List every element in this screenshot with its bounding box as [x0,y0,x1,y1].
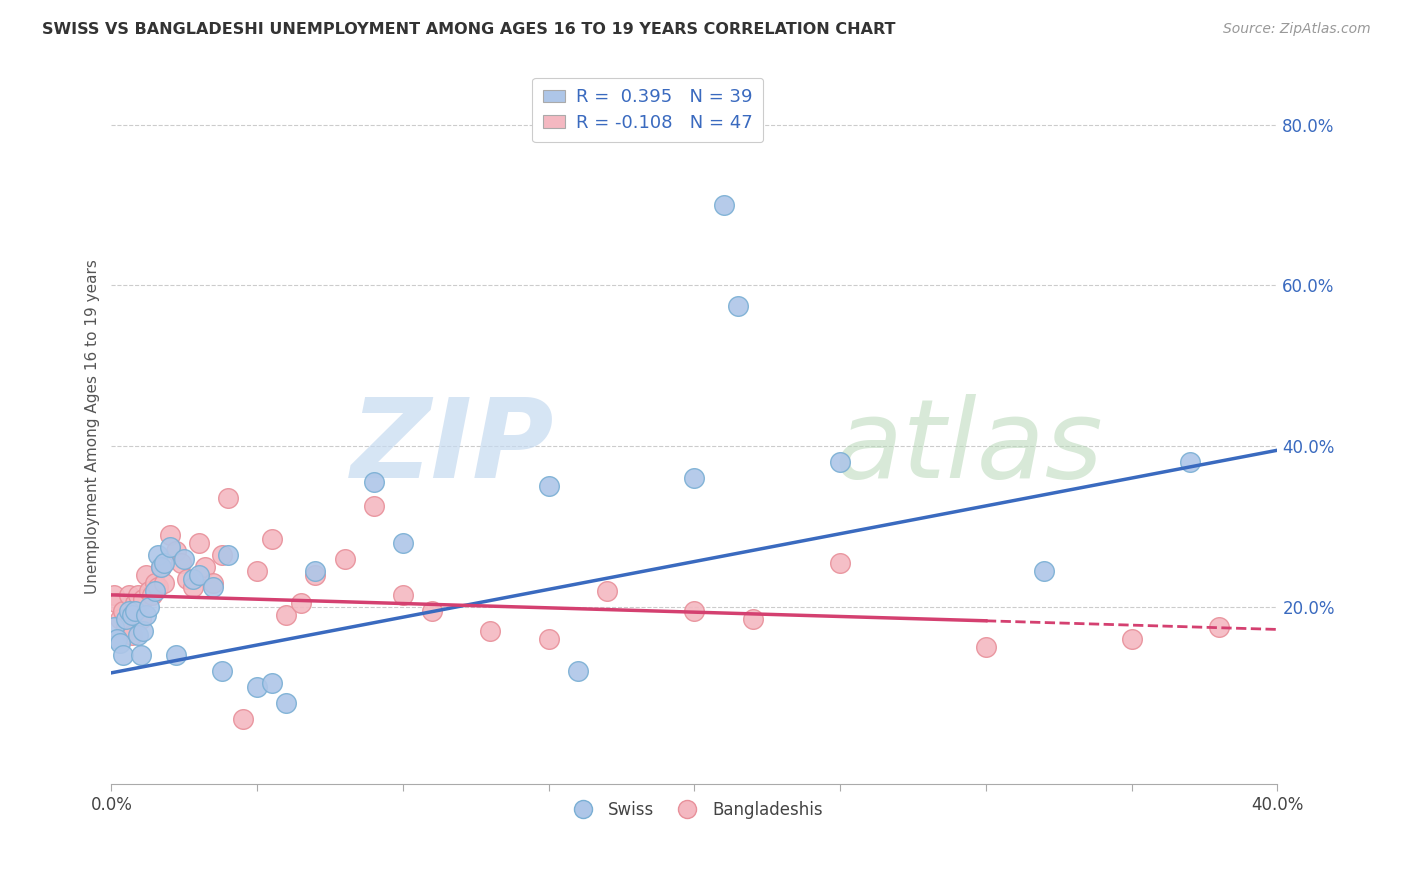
Point [159,527,181,541]
Point [187,535,209,549]
Point [173,551,195,566]
Point [105,596,128,610]
Point [108,612,131,626]
Point [141,588,163,602]
Point [304,567,326,582]
Point [132,591,155,606]
Point [103,620,125,634]
Point [567,664,589,678]
Point [108,636,131,650]
Point [260,532,283,546]
Point [129,612,152,626]
Point [149,559,172,574]
Point [153,575,176,590]
Text: ZIP: ZIP [352,394,554,501]
Point [276,697,298,711]
Text: Source: ZipAtlas.com: Source: ZipAtlas.com [1223,22,1371,37]
Point [1121,632,1143,646]
Point [187,567,209,582]
Point [127,588,149,602]
Point [159,540,181,554]
Point [135,607,157,622]
Point [149,559,172,574]
Point [392,588,415,602]
Point [246,681,269,695]
Y-axis label: Unemployment Among Ages 16 to 19 years: Unemployment Among Ages 16 to 19 years [86,259,100,593]
Point [363,500,385,514]
Point [194,559,217,574]
Point [103,588,125,602]
Point [596,583,619,598]
Point [138,599,160,614]
Point [713,198,735,212]
Point [138,583,160,598]
Point [115,620,138,634]
Point [132,624,155,638]
Point [1208,620,1230,634]
Point [181,580,204,594]
Point [121,607,143,622]
Point [217,548,239,562]
Point [153,556,176,570]
Legend: Swiss, Bangladeshis: Swiss, Bangladeshis [560,794,830,825]
Point [479,624,502,638]
Point [127,628,149,642]
Point [112,648,135,662]
Point [143,575,166,590]
Point [115,612,138,626]
Point [290,596,312,610]
Point [124,604,146,618]
Point [246,564,269,578]
Point [217,491,239,506]
Point [1033,564,1056,578]
Point [537,632,560,646]
Text: SWISS VS BANGLADESHI UNEMPLOYMENT AMONG AGES 16 TO 19 YEARS CORRELATION CHART: SWISS VS BANGLADESHI UNEMPLOYMENT AMONG … [42,22,896,37]
Text: atlas: atlas [834,394,1102,501]
Point [420,604,443,618]
Point [211,664,233,678]
Point [392,535,415,549]
Point [741,612,763,626]
Point [143,583,166,598]
Point [170,556,193,570]
Point [727,299,749,313]
Point [135,567,157,582]
Point [176,572,198,586]
Point [105,632,128,646]
Point [146,548,169,562]
Point [683,471,706,485]
Point [304,564,326,578]
Point [260,676,283,690]
Point [112,604,135,618]
Point [1178,455,1201,469]
Point [537,479,560,493]
Point [830,556,852,570]
Point [165,543,187,558]
Point [211,548,233,562]
Point [202,575,225,590]
Point [118,588,141,602]
Point [830,455,852,469]
Point [124,596,146,610]
Point [129,648,152,662]
Point [683,604,706,618]
Point [118,604,141,618]
Point [232,713,254,727]
Point [165,648,187,662]
Point [363,475,385,490]
Point [202,580,225,594]
Point [181,572,204,586]
Point [121,628,143,642]
Point [974,640,997,654]
Point [276,607,298,622]
Point [333,551,356,566]
Point [146,580,169,594]
